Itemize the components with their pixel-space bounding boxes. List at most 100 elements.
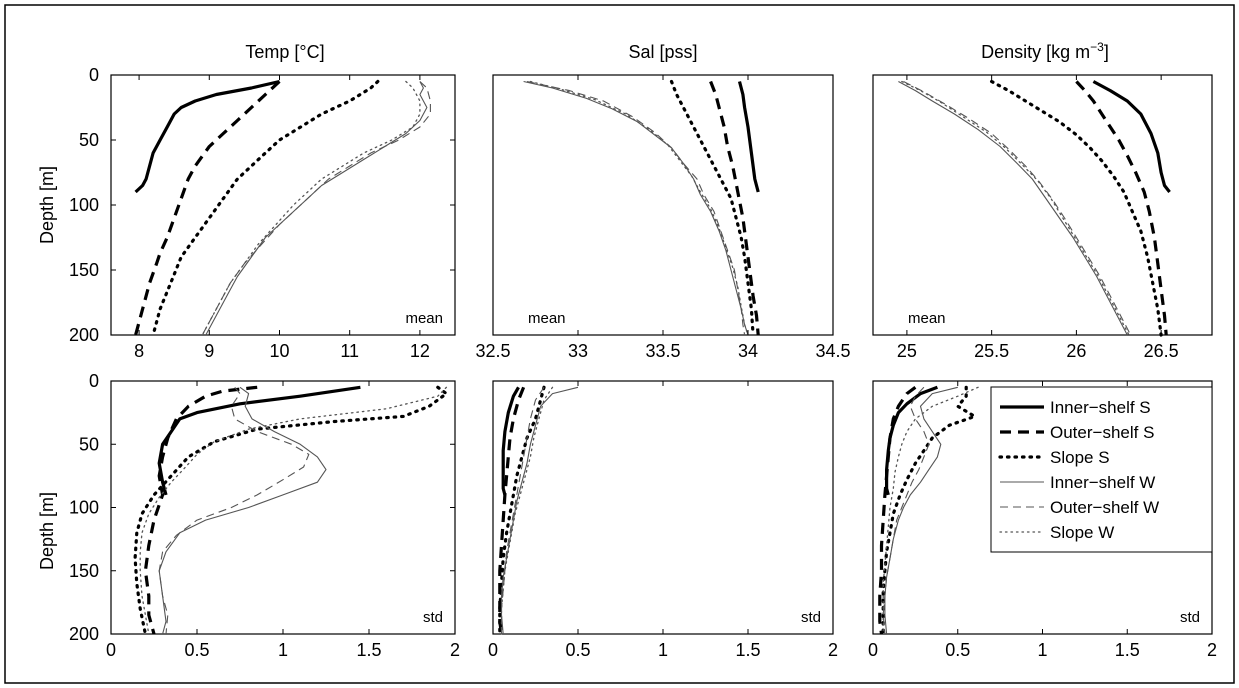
- series-line-thin-dash: [201, 81, 431, 336]
- series-line-thin-solid: [158, 386, 327, 635]
- series-line-thick-dash: [498, 386, 526, 635]
- series-line-thick-dot: [133, 385, 448, 636]
- x-tick-label: 0.5: [184, 640, 209, 660]
- legend-label-outer-shelf-s: Outer−shelf S: [1050, 423, 1154, 442]
- series-line-thin-dash: [500, 386, 545, 634]
- series-line-thick-solid: [501, 386, 520, 496]
- legend-label-inner-shelf-w: Inner−shelf W: [1050, 473, 1155, 492]
- panel-title-temp: Temp [°C]: [245, 42, 324, 62]
- legend-lines: [998, 405, 1046, 533]
- legend-box: [990, 386, 1213, 553]
- plot-area: [110, 74, 456, 336]
- plot-area: [492, 380, 834, 635]
- panel-3: 25 25.5 26 26.5 mean: [872, 74, 1213, 361]
- y-axis-label-bottom: Depth [m]: [37, 492, 57, 570]
- x-tick-label: 26: [1066, 341, 1086, 361]
- legend-label-inner-shelf-s: Inner−shelf S: [1050, 398, 1151, 417]
- panel-4: 0 0.5 1 1.5 2 0 50 100 150 200 std: [69, 371, 460, 660]
- plot-area: [110, 380, 456, 635]
- y-tick-label: 200: [69, 325, 99, 345]
- x-tick-label: 2: [1207, 640, 1217, 660]
- series-line-thick-dash: [134, 80, 281, 336]
- x-tick-label: 33.5: [645, 341, 680, 361]
- x-tick-label: 1: [658, 640, 668, 660]
- y-tick-label: 150: [69, 260, 99, 280]
- y-tick-label: 50: [79, 434, 99, 454]
- x-tick-label: 0.5: [945, 640, 970, 660]
- series-line-thin-dot: [529, 80, 749, 336]
- series-line-thin-dash: [526, 80, 746, 336]
- density-title-close: ]: [1104, 42, 1109, 62]
- y-tick-label: 0: [89, 371, 99, 391]
- x-tick-label: 9: [204, 341, 214, 361]
- x-tick-label: 1.5: [356, 640, 381, 660]
- stat-label: std: [1180, 609, 1200, 626]
- legend: Inner−shelf S Outer−shelf S Slope S Inne…: [990, 386, 1213, 553]
- x-tick-label: 34: [738, 341, 758, 361]
- x-tick-label: 34.5: [815, 341, 850, 361]
- panel-title-sal: Sal [pss]: [628, 42, 697, 62]
- series-line-thick-solid: [737, 81, 760, 193]
- stat-label: std: [423, 609, 443, 626]
- panel-1: 8 9 10 11 12 0 50 100 150 200 mean: [69, 65, 456, 361]
- legend-label-slope-w: Slope W: [1050, 523, 1114, 542]
- density-title-main: Density [kg m: [981, 42, 1090, 62]
- series-line-thin-dot: [882, 386, 979, 635]
- x-tick-label: 0: [868, 640, 878, 660]
- x-tick-label: 2: [828, 640, 838, 660]
- y-tick-label: 200: [69, 624, 99, 644]
- y-tick-label: 150: [69, 561, 99, 581]
- panel-title-density: Density [kg m−3]: [981, 40, 1109, 62]
- series-line-thick-dash: [143, 385, 258, 635]
- series-line-thick-dash: [878, 386, 917, 635]
- series-line-thin-dash: [158, 386, 310, 635]
- x-tick-label: 10: [269, 341, 289, 361]
- series-line-thin-dash: [903, 81, 1132, 336]
- x-tick-label: 0.5: [565, 640, 590, 660]
- series-line-thin-solid: [500, 386, 579, 635]
- x-tick-label: 25: [897, 341, 917, 361]
- series-line-thick-solid: [1092, 80, 1171, 193]
- x-tick-label: 12: [410, 341, 430, 361]
- y-tick-label: 50: [79, 130, 99, 150]
- density-title-exponent: −3: [1090, 40, 1104, 54]
- series-line-thick-dot: [990, 79, 1163, 337]
- series-line-thick-dash: [709, 80, 760, 336]
- x-tick-label: 1.5: [735, 640, 760, 660]
- series-line-thick-dash: [1075, 80, 1168, 336]
- panel-2: 32.5 33 33.5 34 34.5 mean: [475, 74, 851, 361]
- series-line-thick-dot: [498, 385, 546, 636]
- stat-label: mean: [528, 310, 566, 327]
- x-tick-label: 8: [134, 341, 144, 361]
- x-tick-label: 32.5: [475, 341, 510, 361]
- x-tick-label: 0: [106, 640, 116, 660]
- series-line-thin-dot: [201, 80, 421, 336]
- series-line-thin-solid: [898, 81, 1128, 336]
- y-tick-label: 100: [69, 195, 99, 215]
- plot-area: [492, 74, 834, 336]
- figure-border: [4, 4, 1235, 684]
- series-line-thick-dot: [669, 79, 755, 337]
- y-tick-label: 0: [89, 65, 99, 85]
- x-tick-label: 0: [488, 640, 498, 660]
- stat-label: mean: [908, 310, 946, 327]
- x-tick-label: 33: [568, 341, 588, 361]
- series-line-thin-solid: [205, 81, 428, 336]
- x-tick-label: 1: [1037, 640, 1047, 660]
- legend-label-slope-s: Slope S: [1050, 448, 1110, 467]
- series-line-thick-dot: [881, 385, 977, 636]
- legend-label-outer-shelf-w: Outer−shelf W: [1050, 498, 1159, 517]
- panel-5: 0 0.5 1 1.5 2 std: [488, 380, 838, 660]
- stat-label: mean: [405, 310, 443, 327]
- y-axis-label-top: Depth [m]: [37, 166, 57, 244]
- x-tick-label: 1: [278, 640, 288, 660]
- series-line-thin-dot: [500, 386, 554, 635]
- series-line-thin-dash: [882, 386, 930, 635]
- x-tick-label: 25.5: [974, 341, 1009, 361]
- y-tick-label: 100: [69, 498, 99, 518]
- x-tick-label: 2: [450, 640, 460, 660]
- series-line-thick-solid: [134, 79, 280, 194]
- stat-label: std: [801, 609, 821, 626]
